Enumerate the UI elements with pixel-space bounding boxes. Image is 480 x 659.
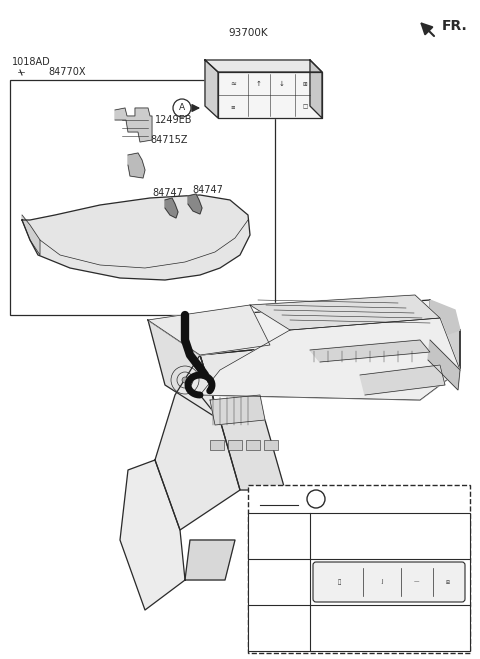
Polygon shape <box>205 60 218 118</box>
Text: ↑: ↑ <box>256 81 262 87</box>
Text: 84715Z: 84715Z <box>150 135 188 145</box>
Polygon shape <box>148 320 220 420</box>
Polygon shape <box>220 420 285 490</box>
Polygon shape <box>218 72 322 118</box>
Text: PNC: PNC <box>256 623 279 633</box>
Text: 93700-D2000: 93700-D2000 <box>352 531 428 541</box>
Polygon shape <box>428 340 460 390</box>
Polygon shape <box>165 198 178 218</box>
Text: 84747: 84747 <box>192 185 223 195</box>
Text: 93700K: 93700K <box>369 623 411 633</box>
Text: 84770X: 84770X <box>48 67 85 77</box>
Polygon shape <box>22 195 250 280</box>
Text: ILLUST: ILLUST <box>256 577 290 587</box>
Text: □: □ <box>302 105 308 109</box>
Polygon shape <box>210 395 265 425</box>
Text: FR.: FR. <box>442 19 468 33</box>
Polygon shape <box>120 460 185 610</box>
Text: 1249EB: 1249EB <box>155 115 192 125</box>
Polygon shape <box>128 153 145 178</box>
Text: A: A <box>312 494 319 504</box>
Bar <box>10 80 275 315</box>
Circle shape <box>182 377 188 383</box>
Polygon shape <box>250 295 440 330</box>
Polygon shape <box>148 300 460 355</box>
Polygon shape <box>185 540 235 580</box>
Text: ⊞: ⊞ <box>445 579 449 585</box>
Text: ⌒: ⌒ <box>338 579 341 585</box>
Polygon shape <box>188 194 202 214</box>
Bar <box>248 485 470 653</box>
Polygon shape <box>430 300 460 340</box>
Bar <box>228 440 242 450</box>
Polygon shape <box>310 60 322 118</box>
Text: 84747: 84747 <box>152 188 183 198</box>
Polygon shape <box>115 108 152 142</box>
Bar <box>264 440 278 450</box>
Bar <box>248 513 470 651</box>
Text: J: J <box>381 579 383 585</box>
Polygon shape <box>205 60 322 72</box>
Bar <box>210 440 224 450</box>
Polygon shape <box>200 330 460 420</box>
Text: P/NO: P/NO <box>256 531 284 541</box>
Text: ≡: ≡ <box>231 105 235 109</box>
Text: ≈: ≈ <box>230 81 236 87</box>
Text: ⊞: ⊞ <box>303 82 307 86</box>
Text: VIEW: VIEW <box>262 492 299 505</box>
Polygon shape <box>310 340 430 362</box>
Text: —: — <box>414 579 420 585</box>
Polygon shape <box>200 318 460 400</box>
Text: A: A <box>179 103 185 113</box>
FancyBboxPatch shape <box>313 562 465 602</box>
Text: 1018AD: 1018AD <box>12 57 51 67</box>
Text: ↓: ↓ <box>279 81 285 87</box>
Polygon shape <box>22 215 40 255</box>
Polygon shape <box>430 300 460 370</box>
Polygon shape <box>148 305 270 355</box>
Bar <box>246 440 260 450</box>
Polygon shape <box>155 355 240 530</box>
Polygon shape <box>360 365 445 395</box>
Text: 93700K: 93700K <box>228 28 268 38</box>
